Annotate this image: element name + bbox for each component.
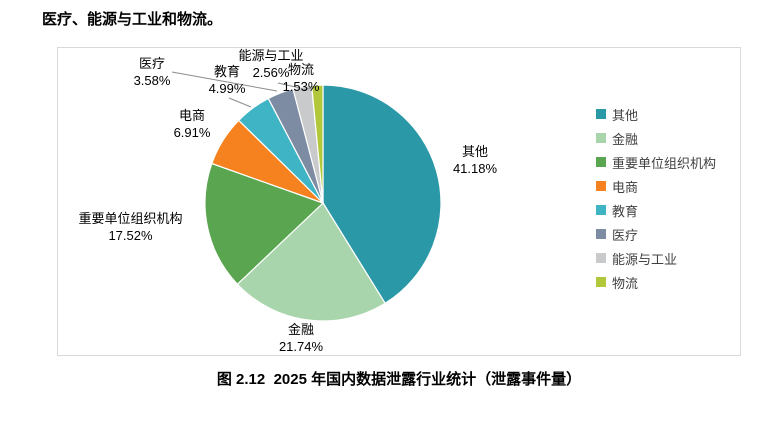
leader-line-logistics bbox=[302, 86, 317, 91]
pie-label-energy-industry: 能源与工业 2.56% bbox=[213, 48, 329, 82]
legend-swatch-energy-industry bbox=[596, 253, 606, 263]
legend-label-medical: 医疗 bbox=[612, 227, 639, 243]
pie-label-finance: 金融 21.74% bbox=[256, 322, 346, 356]
pie-slice-7 bbox=[311, 84, 324, 204]
pie-label-finance-value: 21.74% bbox=[278, 338, 324, 354]
legend-swatch-medical bbox=[596, 229, 606, 239]
pie-label-ecommerce-name: 电商 bbox=[178, 108, 205, 123]
pie-label-energy-industry-name: 能源与工业 bbox=[238, 48, 304, 63]
pie-label-education-name: 教育 bbox=[213, 64, 240, 79]
chart-legend: 其他 金融 重要单位组织机构 电商 教育 医疗 bbox=[596, 106, 717, 291]
pie-slice-1 bbox=[236, 202, 386, 322]
legend-label-finance: 金融 bbox=[612, 131, 639, 147]
pie-label-medical: 医疗 3.58% bbox=[115, 56, 189, 90]
legend-item-key-organizations: 重要单位组织机构 bbox=[596, 154, 717, 171]
pie-slice-0 bbox=[322, 84, 442, 305]
pie-label-medical-name: 医疗 bbox=[138, 56, 165, 71]
legend-label-other: 其他 bbox=[612, 107, 639, 123]
leader-line-energy-industry bbox=[277, 82, 301, 89]
pie-label-education-value: 4.99% bbox=[208, 80, 246, 96]
legend-swatch-other bbox=[596, 109, 606, 119]
pie-label-education: 教育 4.99% bbox=[190, 64, 264, 98]
pie-label-key-organizations-value: 17.52% bbox=[108, 227, 153, 243]
pie-label-ecommerce-value: 6.91% bbox=[173, 124, 211, 140]
pie-label-logistics-name: 物流 bbox=[287, 62, 314, 77]
pie-slices-group bbox=[204, 84, 442, 322]
legend-swatch-finance bbox=[596, 133, 606, 143]
leader-lines-group bbox=[171, 71, 317, 108]
legend-item-other: 其他 bbox=[596, 106, 716, 123]
legend-item-ecommerce: 电商 bbox=[596, 178, 716, 195]
pie-label-ecommerce: 电商 6.91% bbox=[155, 108, 229, 142]
pie-chart-figure: 其他 41.18% 金融 21.74% 重要单位组织机构 17.52% 电商 6… bbox=[57, 47, 741, 356]
pie-label-other-value: 41.18% bbox=[452, 160, 498, 176]
legend-label-education: 教育 bbox=[612, 203, 639, 219]
leader-line-medical bbox=[171, 71, 278, 92]
pie-chart-svg bbox=[171, 71, 442, 322]
leader-line-education bbox=[228, 97, 252, 108]
pie-label-other: 其他 41.18% bbox=[430, 144, 520, 178]
legend-item-logistics: 物流 bbox=[596, 274, 716, 291]
pie-label-key-organizations-name: 重要单位组织机构 bbox=[78, 211, 183, 226]
legend-item-education: 教育 bbox=[596, 202, 716, 219]
pie-label-logistics-value: 1.53% bbox=[282, 78, 320, 94]
pie-label-finance-name: 金融 bbox=[287, 322, 314, 337]
pie-label-other-name: 其他 bbox=[461, 144, 488, 159]
intro-text: 医疗、能源与工业和物流。 bbox=[42, 11, 223, 28]
legend-swatch-logistics bbox=[596, 277, 606, 287]
legend-label-ecommerce: 电商 bbox=[612, 179, 639, 195]
pie-label-key-organizations: 重要单位组织机构 17.52% bbox=[58, 211, 203, 245]
legend-item-finance: 金融 bbox=[596, 130, 716, 147]
legend-label-key-organizations: 重要单位组织机构 bbox=[612, 155, 717, 171]
legend-label-logistics: 物流 bbox=[612, 275, 639, 291]
legend-item-energy-industry: 能源与工业 bbox=[596, 250, 716, 267]
pie-slice-2 bbox=[204, 162, 325, 286]
legend-swatch-ecommerce bbox=[596, 181, 606, 191]
legend-swatch-education bbox=[596, 205, 606, 215]
pie-label-medical-value: 3.58% bbox=[133, 72, 171, 88]
figure-caption: 图 2.12 2025 年国内数据泄露行业统计（泄露事件量） bbox=[216, 371, 582, 388]
pie-label-energy-industry-value: 2.56% bbox=[252, 64, 290, 80]
legend-label-energy-industry: 能源与工业 bbox=[612, 251, 678, 267]
legend-item-medical: 医疗 bbox=[596, 226, 716, 243]
legend-swatch-key-organizations bbox=[596, 157, 606, 167]
pie-label-logistics: 物流 1.53% bbox=[264, 62, 338, 96]
